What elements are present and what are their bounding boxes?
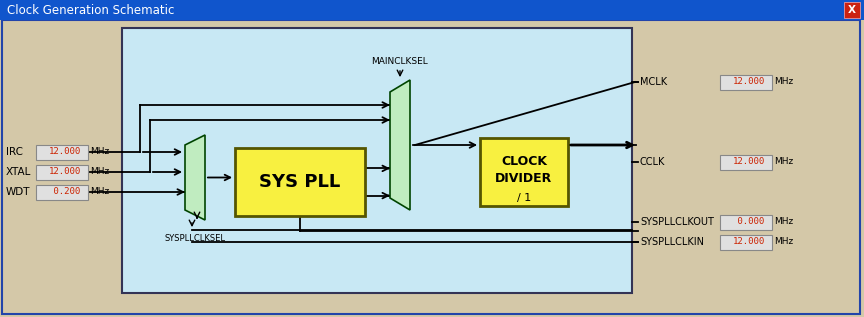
Text: XTAL: XTAL (6, 167, 31, 177)
Text: CLOCK: CLOCK (501, 155, 547, 168)
Text: MAINCLKSEL: MAINCLKSEL (372, 57, 429, 66)
Text: MHz: MHz (774, 237, 793, 247)
Bar (0, 0, 864, 20)
Text: X: X (848, 5, 856, 15)
Text: 12.000: 12.000 (48, 167, 80, 177)
Text: 12.000: 12.000 (733, 77, 765, 87)
Text: DIVIDER: DIVIDER (495, 172, 553, 185)
FancyBboxPatch shape (720, 74, 772, 89)
Text: MHz: MHz (774, 158, 793, 166)
Bar (122, 28, 632, 293)
Text: MHz: MHz (774, 77, 793, 87)
FancyBboxPatch shape (36, 145, 88, 159)
Text: 0.200: 0.200 (48, 187, 80, 197)
Text: SYSPLLCLKSEL: SYSPLLCLKSEL (164, 234, 226, 243)
Text: IRC: IRC (6, 147, 23, 157)
Text: / 1: / 1 (517, 193, 531, 203)
FancyBboxPatch shape (36, 165, 88, 179)
Text: Clock Generation Schematic: Clock Generation Schematic (7, 3, 175, 16)
FancyBboxPatch shape (720, 154, 772, 170)
Text: MHz: MHz (774, 217, 793, 227)
Bar (235, 148, 365, 216)
Text: 12.000: 12.000 (733, 237, 765, 247)
Text: 0.000: 0.000 (733, 217, 765, 227)
Polygon shape (185, 135, 205, 220)
Text: 12.000: 12.000 (733, 158, 765, 166)
Text: MHz: MHz (90, 187, 109, 197)
Bar (480, 138, 568, 206)
Text: SYSPLLCLKOUT: SYSPLLCLKOUT (640, 217, 714, 227)
Text: MHz: MHz (90, 167, 109, 177)
Text: 12.000: 12.000 (48, 147, 80, 157)
Polygon shape (390, 80, 410, 210)
Text: MHz: MHz (90, 147, 109, 157)
Text: MCLK: MCLK (640, 77, 667, 87)
Text: CCLK: CCLK (640, 157, 665, 167)
FancyBboxPatch shape (36, 184, 88, 199)
Text: WDT: WDT (6, 187, 30, 197)
FancyBboxPatch shape (720, 235, 772, 249)
Bar (844, 2, 860, 18)
Text: SYS PLL: SYS PLL (259, 173, 340, 191)
Text: SYSPLLCLKIN: SYSPLLCLKIN (640, 237, 704, 247)
FancyBboxPatch shape (720, 215, 772, 230)
